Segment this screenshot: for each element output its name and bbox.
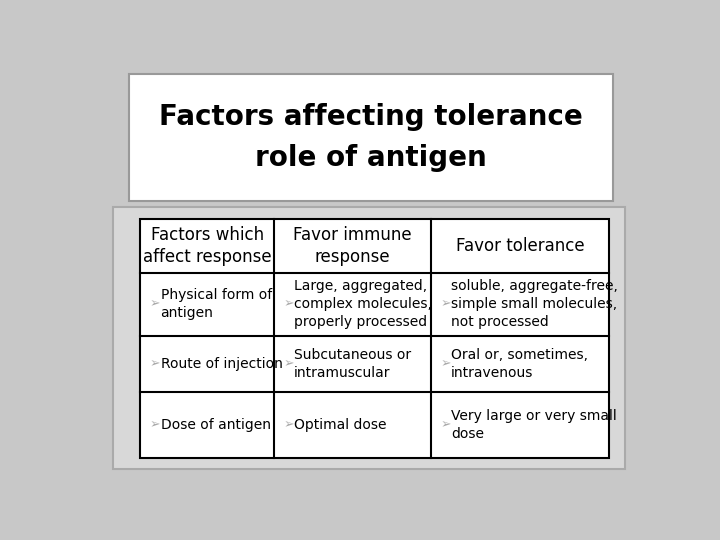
Text: Factors which
affect response: Factors which affect response [143, 226, 271, 266]
Text: ➢: ➢ [150, 298, 160, 310]
Text: ➢: ➢ [283, 298, 294, 310]
Text: Favor tolerance: Favor tolerance [456, 237, 585, 255]
Text: soluble, aggregate-free,
simple small molecules,
not processed: soluble, aggregate-free, simple small mo… [451, 279, 618, 329]
Text: Very large or very small
dose: Very large or very small dose [451, 409, 617, 441]
FancyBboxPatch shape [129, 74, 613, 201]
FancyBboxPatch shape [113, 207, 625, 469]
Text: Optimal dose: Optimal dose [294, 417, 387, 431]
Text: ➢: ➢ [441, 298, 451, 310]
Text: ➢: ➢ [441, 357, 451, 370]
Text: Route of injection: Route of injection [161, 357, 282, 371]
Text: ➢: ➢ [283, 357, 294, 370]
Text: Subcutaneous or
intramuscular: Subcutaneous or intramuscular [294, 348, 411, 380]
Text: ➢: ➢ [150, 418, 160, 431]
Text: Factors affecting tolerance
role of antigen: Factors affecting tolerance role of anti… [159, 103, 582, 172]
Text: Physical form of
antigen: Physical form of antigen [161, 288, 271, 320]
Text: ➢: ➢ [150, 357, 160, 370]
Bar [140, 219, 609, 457]
Text: Oral or, sometimes,
intravenous: Oral or, sometimes, intravenous [451, 348, 588, 380]
Text: Favor immune
response: Favor immune response [293, 226, 412, 266]
Text: Large, aggregated,
complex molecules,
properly processed: Large, aggregated, complex molecules, pr… [294, 279, 432, 329]
Text: ➢: ➢ [441, 418, 451, 431]
Text: ➢: ➢ [283, 418, 294, 431]
Text: Dose of antigen: Dose of antigen [161, 417, 271, 431]
